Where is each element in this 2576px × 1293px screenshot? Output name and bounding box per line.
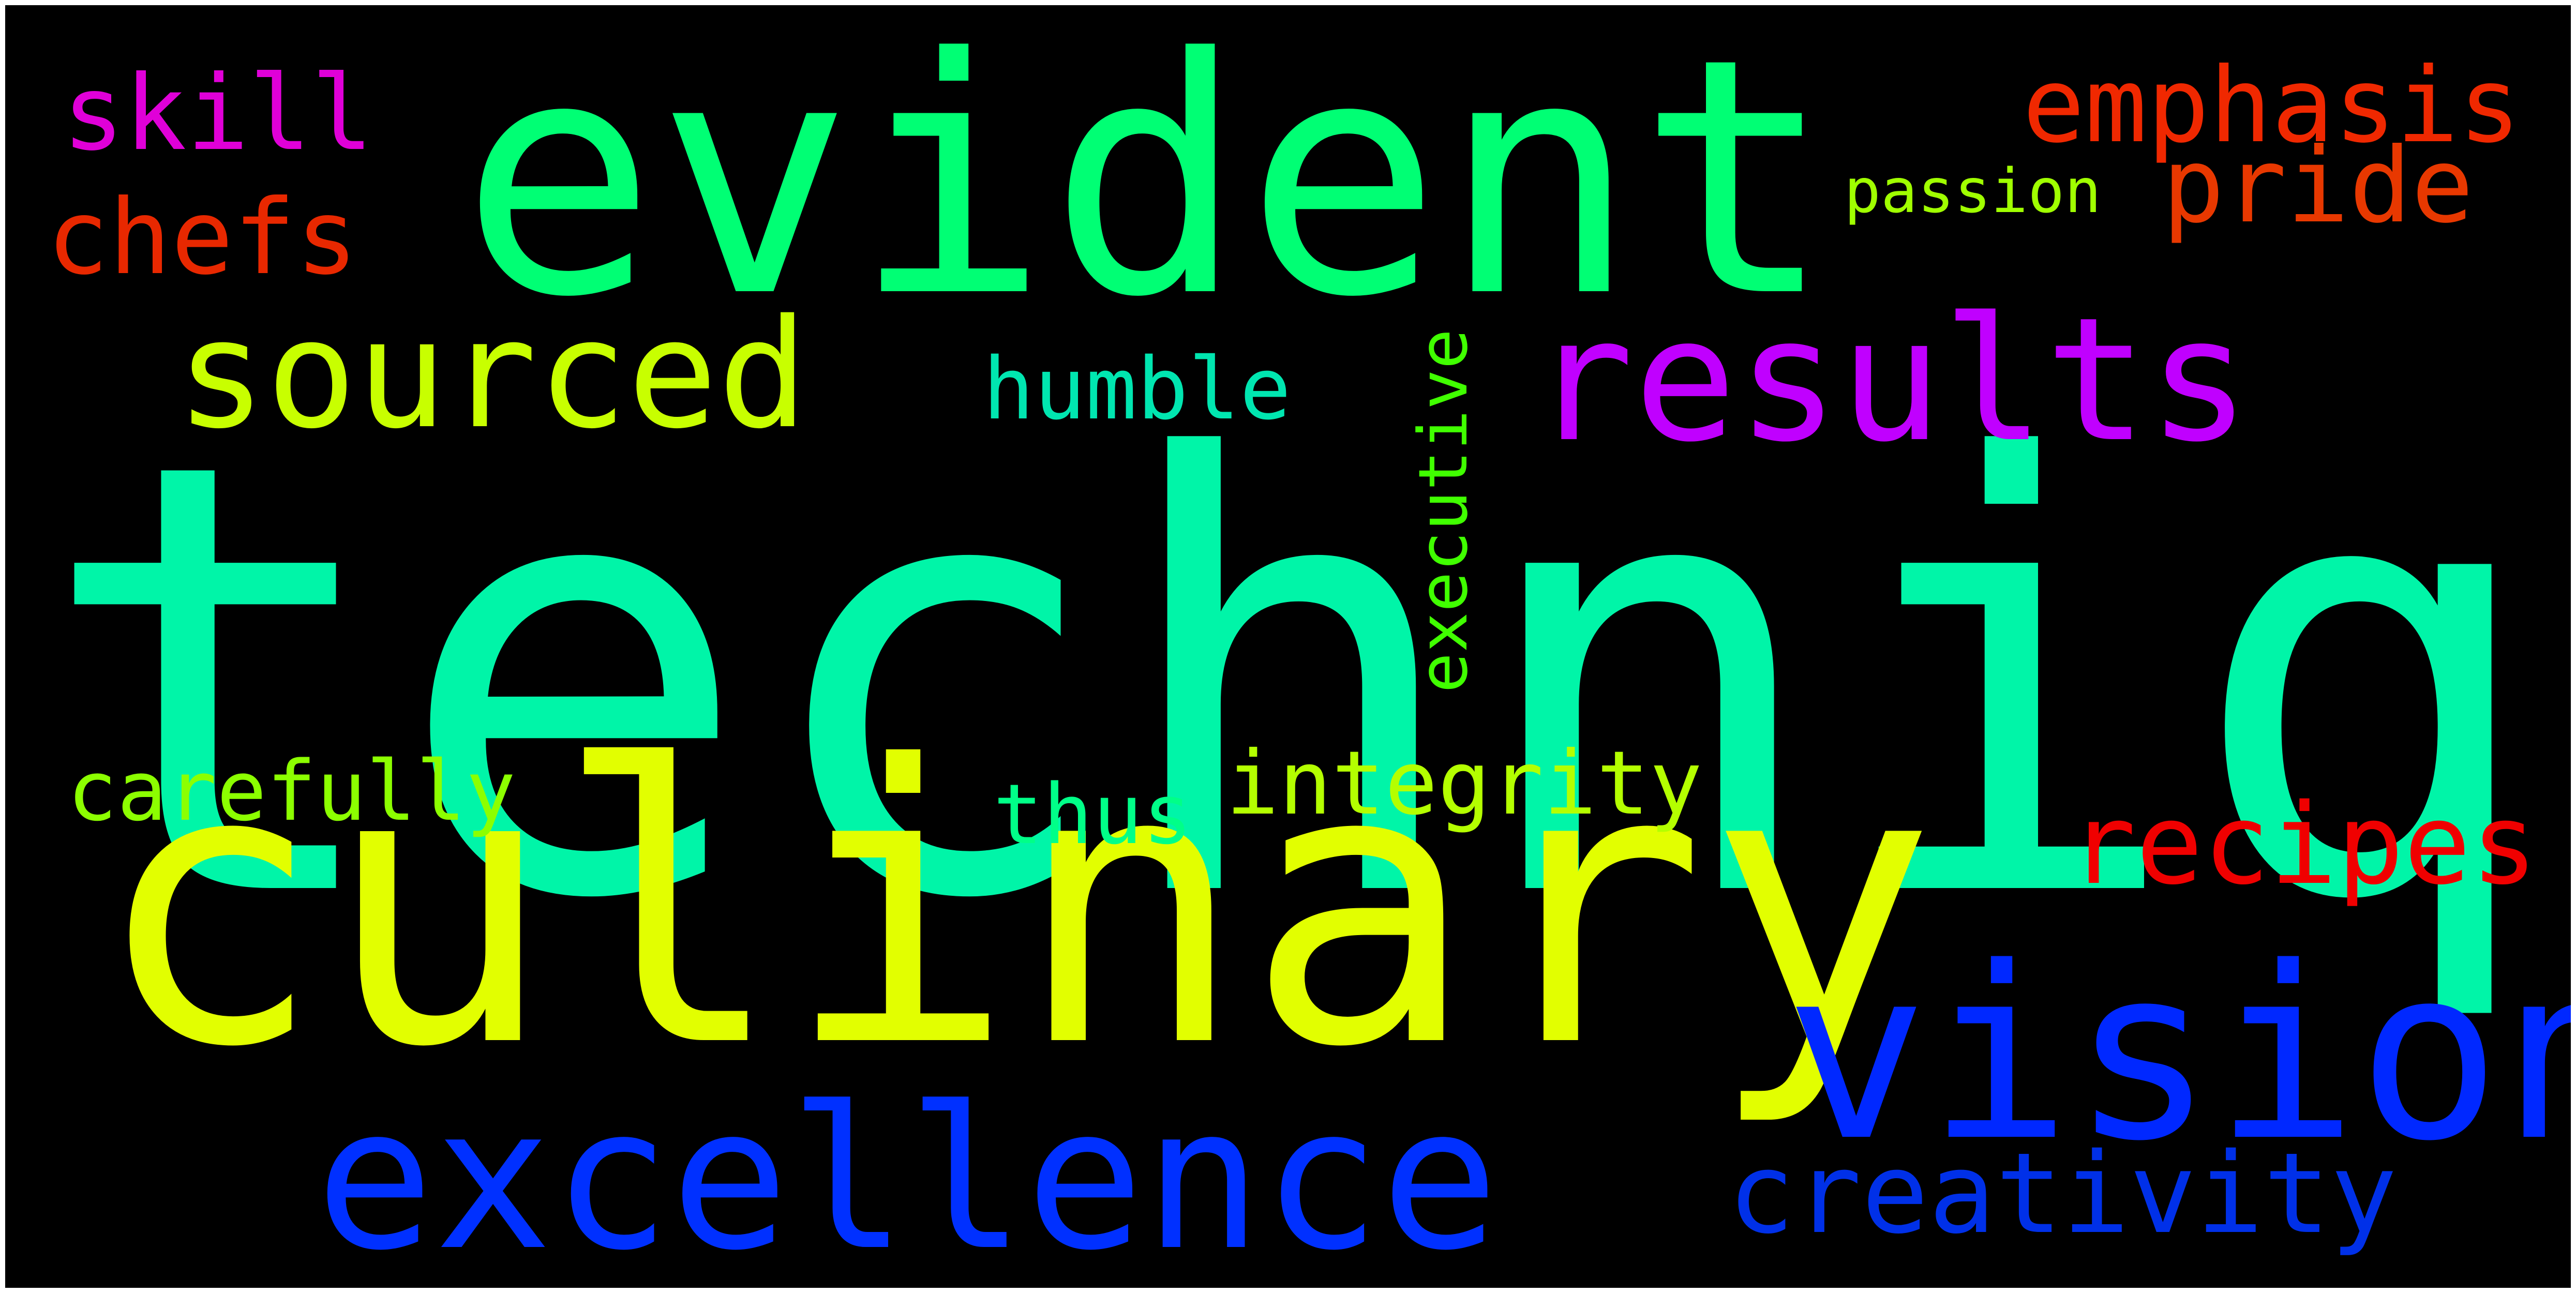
word-evident: evident [460,5,1834,368]
word-chefs: chefs [47,177,358,298]
word-integrity: integrity [1226,732,1703,835]
word-excellence: excellence [316,1064,1499,1288]
word-humble: humble [983,339,1292,439]
word-cloud: technique culinary evident results visio… [5,5,2571,1288]
word-skill: skill [62,53,374,174]
word-pride: pride [2162,126,2474,246]
word-culinary: culinary [93,685,1937,1131]
word-results: results [1531,281,2251,479]
word-emphasis: emphasis [2023,46,2521,166]
word-recipes: recipes [2069,779,2538,909]
word-carefully: carefully [67,743,516,839]
word-technique: technique [36,337,2571,1029]
word-executive: executive [1404,328,1482,693]
word-passion: passion [1844,155,2102,227]
word-sourced: sourced [176,288,808,462]
word-vision: vision [1785,916,2571,1193]
word-creativity: creativity [1728,1129,2398,1258]
word-thus: thus [993,766,1193,863]
